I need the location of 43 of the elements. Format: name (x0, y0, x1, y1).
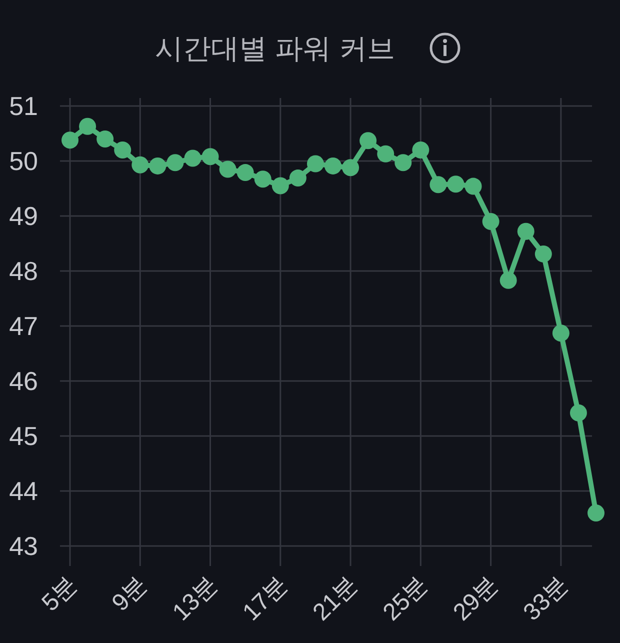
point (306, 155, 324, 172)
point (219, 160, 236, 178)
y-tick-label: 48 (9, 256, 38, 286)
point (254, 170, 272, 188)
point (517, 222, 534, 240)
point (588, 504, 604, 522)
point (570, 404, 587, 422)
x-tick-label: 9분 (106, 571, 152, 617)
y-tick-label: 47 (9, 311, 38, 341)
point (447, 176, 464, 193)
point (324, 157, 342, 174)
y-tick-label: 49 (9, 201, 38, 231)
y-tick-label: 45 (9, 421, 38, 451)
point (202, 148, 219, 166)
point (412, 142, 430, 158)
point (149, 157, 166, 174)
point (289, 170, 306, 187)
point (236, 164, 254, 182)
y-tick-label: 46 (9, 366, 38, 396)
point (184, 150, 202, 167)
point (62, 132, 78, 149)
y-tick-label: 43 (9, 531, 38, 561)
point (482, 213, 500, 230)
point (500, 272, 517, 289)
point (430, 176, 447, 194)
point (166, 154, 184, 172)
point (114, 142, 132, 158)
y-tick-label: 51 (9, 91, 38, 121)
point (534, 245, 552, 262)
point (342, 159, 360, 176)
point (96, 130, 114, 148)
point (79, 118, 96, 135)
y-tick-label: 44 (9, 476, 38, 506)
point (360, 132, 377, 150)
point (394, 154, 412, 172)
chart-title: 시간대별 파워 커브 (155, 33, 395, 64)
point (377, 145, 394, 162)
x-tick-label: 5분 (36, 571, 82, 617)
y-tick-label: 50 (9, 146, 38, 176)
point (464, 178, 482, 195)
point (552, 324, 570, 342)
point (272, 177, 289, 194)
point (132, 156, 149, 174)
